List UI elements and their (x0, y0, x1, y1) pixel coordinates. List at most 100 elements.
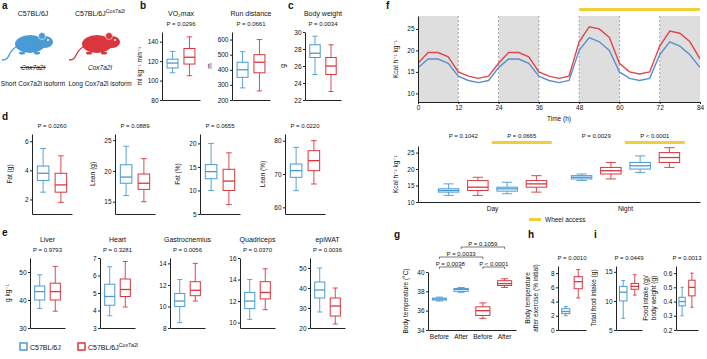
tick-label: 40 (417, 269, 425, 276)
axis-line (305, 33, 306, 101)
tick-mark (113, 202, 115, 203)
gene-label: Cox7a2l (21, 64, 45, 71)
chart-box: 20304050epiWATP = 0.0036 (299, 236, 345, 332)
tick-label: 0.5 (663, 284, 672, 291)
chart-title: Quadriceps (240, 236, 276, 244)
tick: 36 (417, 307, 428, 314)
tick: 100 (148, 77, 162, 84)
tick: 26 (294, 63, 305, 70)
box-body (574, 277, 582, 289)
tick: 15 (104, 198, 115, 205)
tick: 28 (294, 46, 305, 53)
axis: 0.20.30.40.50.6 (663, 267, 676, 334)
tick-mark (160, 61, 162, 62)
axis: BeforeAfterBeforeAfter (429, 330, 517, 340)
tick: After (498, 330, 513, 340)
axis-title: body weight (g) (650, 276, 658, 320)
tick: 120 (148, 58, 162, 65)
tick-label: 22 (294, 97, 302, 104)
tick-mark (556, 316, 558, 317)
box-body (631, 283, 639, 289)
chart-box: 246P = 0.0260Fat (g) (6, 123, 73, 215)
tick-mark (238, 258, 240, 259)
box-median (432, 298, 446, 299)
tick-mark (238, 301, 240, 302)
tick-mark (416, 153, 418, 154)
tick-mark (30, 199, 32, 200)
tick-label: 5 (93, 290, 97, 297)
chart-box: 152025P = 0.0889Lean (g) (89, 123, 156, 215)
plot-area (418, 16, 700, 102)
p-value: P = 0.0661 (236, 21, 266, 27)
box-median (223, 180, 235, 181)
tick-label: 60 (274, 204, 282, 211)
axis: 152025 (104, 135, 115, 215)
tick-label: 15 (104, 198, 112, 205)
tick-label: 0.2 (663, 327, 672, 334)
box-body (138, 174, 150, 189)
tick-mark (168, 306, 170, 307)
box-body (290, 164, 302, 177)
tick-label: 120 (148, 58, 159, 65)
box-median (326, 65, 336, 66)
box-body (175, 294, 185, 307)
tick-mark (674, 273, 676, 274)
tick-mark (98, 311, 100, 312)
axis-title: Lean (%) (259, 161, 267, 187)
p-value: P = 0.0038 (436, 261, 466, 267)
tick: After (454, 330, 469, 340)
box-median (205, 171, 217, 172)
box-median (237, 69, 248, 70)
box-body (659, 153, 679, 163)
plot-area (310, 36, 336, 91)
panel-label: g (394, 229, 400, 240)
box-median (184, 57, 195, 58)
axis-title: after exercise (% initial) (532, 264, 540, 332)
axis-line (558, 267, 559, 331)
box-body (223, 169, 235, 190)
box-body (37, 166, 49, 181)
tick-label: 10 (605, 297, 613, 304)
chart-box: 0.20.30.40.50.6P = 0.0013Food intake (g)… (642, 255, 702, 334)
axis (171, 328, 206, 329)
tick-label: 16 (229, 255, 237, 262)
plot-area (619, 275, 638, 319)
axis (233, 100, 271, 101)
tick-label: 80 (274, 137, 282, 144)
tick-mark (230, 100, 232, 101)
tick-mark (230, 55, 232, 56)
plot-area (290, 141, 319, 191)
axis-line (200, 135, 201, 215)
tick-mark (308, 268, 310, 269)
tick-label: 5 (193, 211, 197, 218)
axis (306, 100, 342, 101)
tick: 20 (299, 325, 310, 332)
tick: 50 (299, 265, 310, 272)
axis-line (201, 214, 241, 215)
tick: 25 (407, 25, 418, 32)
tick: 60 (616, 102, 624, 111)
mouse-tail (69, 47, 83, 60)
tick: 40 (417, 269, 428, 276)
tick: 12 (229, 298, 240, 305)
p-value: P = 0.0655 (205, 123, 235, 129)
axis-line (240, 259, 241, 329)
tick-mark (556, 287, 558, 288)
tick-label: 100 (148, 77, 159, 84)
tick-label: 15 (407, 68, 415, 75)
box-body (476, 307, 490, 316)
tick-mark (98, 276, 100, 277)
p-value: P = 0.1042 (449, 133, 479, 139)
plot-area (120, 146, 149, 201)
tick-label: 0.6 (663, 270, 672, 277)
tick-label: 30 (299, 305, 307, 312)
series-line (418, 38, 700, 83)
axis-line (115, 135, 116, 215)
tick-mark (303, 83, 305, 84)
tick-mark (168, 328, 170, 329)
tick-label: 40 (19, 297, 27, 304)
tick: 0.5 (663, 284, 676, 291)
box-body (50, 283, 60, 300)
tick: 80 (151, 97, 162, 104)
tick: 4 (25, 167, 32, 174)
